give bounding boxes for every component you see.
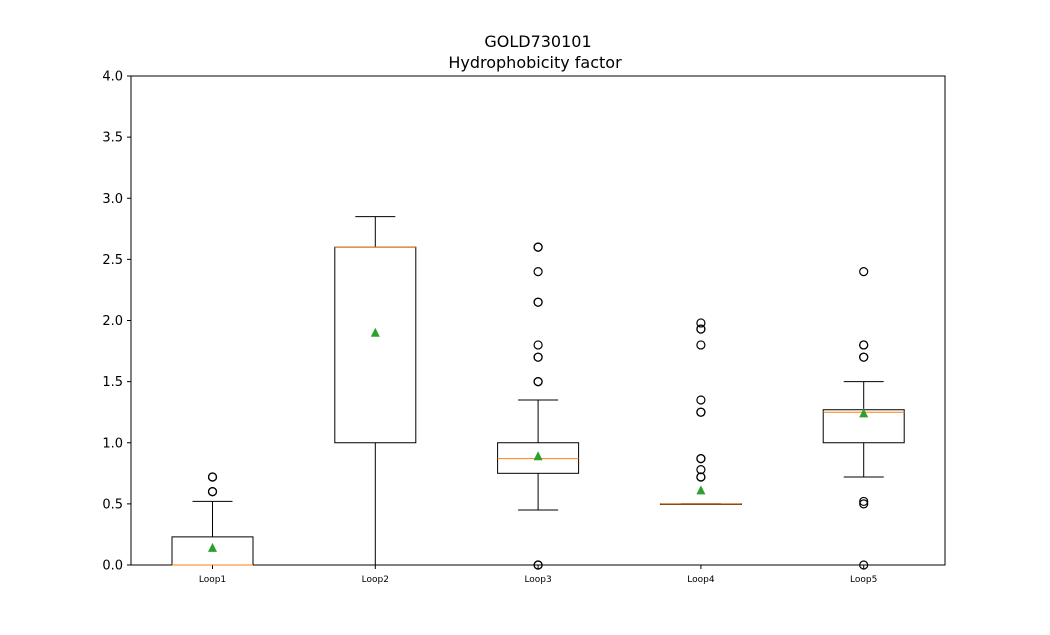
outlier-point	[533, 352, 543, 362]
box-loop1: Loop1	[171, 472, 254, 585]
outlier-point	[696, 465, 706, 475]
outlier-point	[696, 318, 706, 328]
y-tick-label: 1.0	[102, 436, 123, 451]
y-tick-label: 0.0	[102, 559, 123, 574]
outlier-point	[696, 395, 706, 405]
outlier-point	[207, 472, 218, 482]
plot-area: 0.0 0.5 1.0 1.5 2.0 2.5 3.0 3.5 4.0 Loop1 Loop2 Loo…	[102, 70, 946, 585]
outlier-point	[859, 499, 869, 509]
mean-marker	[208, 542, 217, 552]
x-tick-label: Loop2	[362, 575, 389, 585]
outlier-point	[859, 560, 869, 570]
y-tick-label: 2.5	[102, 253, 123, 268]
box-body	[334, 246, 417, 444]
x-tick-label: Loop3	[524, 575, 551, 585]
outlier-point	[533, 267, 543, 277]
mean-marker	[533, 451, 543, 461]
outlier-point	[696, 472, 706, 482]
y-tick-label: 3.0	[102, 192, 123, 207]
mean-marker	[859, 408, 869, 418]
outlier-point	[859, 340, 869, 350]
outlier-point	[859, 267, 869, 277]
x-tick-label: Loop4	[687, 575, 715, 585]
x-tick-label: Loop5	[850, 575, 877, 585]
mean-marker	[370, 327, 380, 337]
chart-subtitle: Hydrophobicity factor	[448, 53, 622, 72]
outlier-point	[533, 297, 543, 307]
box-loop4: Loop4	[659, 318, 742, 585]
outlier-point	[859, 352, 869, 362]
outlier-point	[533, 340, 543, 350]
outlier-point	[859, 496, 869, 507]
y-tick-label: 0.5	[102, 497, 123, 512]
outlier-point	[207, 487, 218, 497]
y-tick-label: 3.5	[102, 131, 123, 146]
outlier-point	[533, 377, 543, 387]
outlier-point	[533, 242, 543, 252]
box-loop3: Loop3	[497, 242, 580, 585]
y-tick-label: 2.0	[102, 314, 123, 329]
chart-title: GOLD730101	[484, 32, 591, 51]
outlier-point	[696, 454, 706, 464]
box-loop2: Loop2	[334, 216, 417, 585]
box-body	[497, 442, 580, 474]
y-tick-label: 4.0	[102, 70, 123, 85]
outlier-point	[696, 407, 706, 417]
box-loop5: Loop5	[822, 267, 905, 585]
outlier-point	[533, 560, 543, 570]
outlier-point	[696, 340, 706, 350]
x-tick-label: Loop1	[199, 575, 226, 585]
y-tick-label: 1.5	[102, 375, 123, 390]
outlier-point	[696, 324, 706, 334]
mean-marker	[696, 485, 706, 495]
